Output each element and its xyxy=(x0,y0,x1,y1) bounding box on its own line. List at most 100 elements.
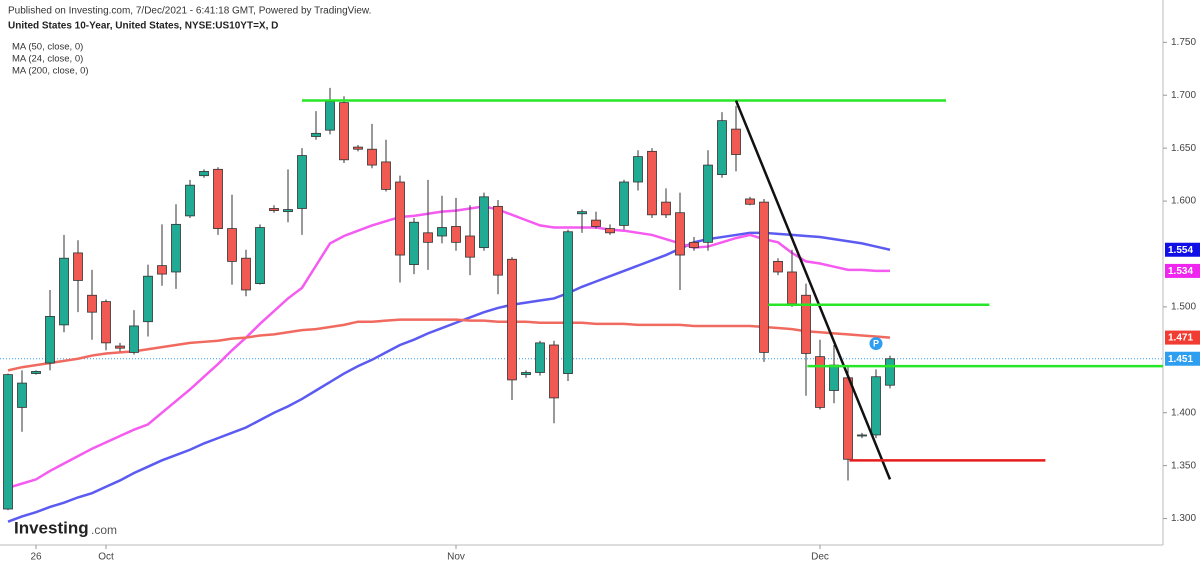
candle-body xyxy=(577,211,587,215)
candle-body xyxy=(619,181,629,226)
candle-body xyxy=(605,228,615,234)
y-tick-label: 1.700 xyxy=(1171,90,1196,101)
moving-averages xyxy=(7,205,891,523)
ma-price-label: 1.471 xyxy=(1168,333,1193,344)
x-tick-label: Dec xyxy=(811,552,829,563)
candle-body xyxy=(325,101,335,131)
trendline xyxy=(734,100,892,480)
candle-body xyxy=(689,241,699,249)
candle-body xyxy=(3,374,13,510)
y-tick-label: 1.300 xyxy=(1171,513,1196,524)
candle-body xyxy=(255,227,265,285)
legend-entry: MA (24, close, 0) xyxy=(12,54,83,65)
candle-body xyxy=(227,228,237,262)
candle-body xyxy=(731,128,741,155)
x-tick-label: Oct xyxy=(98,552,114,563)
candle-body xyxy=(59,257,69,326)
candle-body xyxy=(745,198,755,205)
candle-body xyxy=(829,364,839,391)
y-tick-label: 1.650 xyxy=(1171,143,1196,154)
candle-body xyxy=(31,371,41,374)
candle-body xyxy=(101,301,111,344)
candle-body xyxy=(199,171,209,177)
last-price-label-box xyxy=(1165,351,1200,366)
candle-body xyxy=(479,196,489,249)
candle-body xyxy=(45,316,55,364)
ma-price-label-box xyxy=(1165,263,1200,278)
candle-body xyxy=(717,120,727,176)
candle-body xyxy=(451,226,461,243)
candle-body xyxy=(465,235,475,258)
candle-body xyxy=(773,260,783,273)
candle-body xyxy=(283,209,293,213)
candle-body xyxy=(815,356,825,408)
candle-body xyxy=(549,344,559,399)
y-tick-label: 1.600 xyxy=(1171,196,1196,207)
watermark: Investing .com xyxy=(14,518,117,537)
candle-body xyxy=(115,345,125,349)
candle-body xyxy=(591,219,601,227)
candle-body xyxy=(185,184,195,217)
candle-body xyxy=(143,275,153,323)
candle-body xyxy=(885,358,895,386)
candles xyxy=(3,87,895,511)
y-tick-label: 1.500 xyxy=(1171,302,1196,313)
candle-body xyxy=(367,148,377,166)
candle-body xyxy=(171,223,181,273)
candle-body xyxy=(339,102,349,161)
candle-body xyxy=(675,212,685,256)
watermark-suffix: .com xyxy=(91,523,117,537)
candle-body xyxy=(787,271,797,305)
candle-body xyxy=(535,342,545,373)
candle-body xyxy=(297,155,307,209)
ma-line xyxy=(7,318,891,372)
legend-entry: MA (50, close, 0) xyxy=(12,42,83,53)
ma-line xyxy=(7,205,890,490)
candle-body xyxy=(647,150,657,216)
candle-body xyxy=(521,372,531,376)
publisher-line: Published on Investing.com, 7/Dec/2021 -… xyxy=(8,6,371,17)
candle-body xyxy=(157,265,167,275)
candle-body xyxy=(129,325,139,353)
candle-body xyxy=(423,232,433,243)
ma-line xyxy=(7,231,891,523)
candle-body xyxy=(17,382,27,408)
ma-price-label: 1.554 xyxy=(1168,245,1193,256)
candle-body xyxy=(269,208,279,211)
ma-price-label-box xyxy=(1165,242,1200,257)
candle-body xyxy=(563,231,573,374)
marker-bubble xyxy=(869,337,883,351)
x-tick-label: 26 xyxy=(30,552,42,563)
candle-body xyxy=(871,376,881,436)
ma-price-label: 1.534 xyxy=(1168,266,1193,277)
candle-body xyxy=(703,164,713,243)
candle-body xyxy=(437,227,447,237)
candle-body xyxy=(857,434,867,437)
y-tick-label: 1.350 xyxy=(1171,460,1196,471)
x-tick-label: Nov xyxy=(447,552,465,563)
marker-label: P xyxy=(873,338,879,348)
candle-body xyxy=(507,258,517,381)
candle-body xyxy=(241,257,251,291)
ma-price-label-box xyxy=(1165,330,1200,345)
candle-body xyxy=(87,294,97,313)
candle-body xyxy=(759,201,769,353)
last-price-label: 1.451 xyxy=(1168,354,1193,365)
y-tick-label: 1.400 xyxy=(1171,407,1196,418)
watermark-name: Investing xyxy=(14,518,89,537)
candle-body xyxy=(381,161,391,190)
candle-body xyxy=(661,201,671,216)
candle-body xyxy=(843,377,853,460)
candle-body xyxy=(493,205,503,276)
candle-body xyxy=(311,132,321,137)
candle-body xyxy=(213,168,223,229)
candle-body xyxy=(633,156,643,183)
candle-body xyxy=(801,294,811,354)
legend-entry: MA (200, close, 0) xyxy=(12,66,89,77)
candle-body xyxy=(353,146,363,150)
candle-body xyxy=(73,252,83,281)
candle-body xyxy=(409,221,419,265)
